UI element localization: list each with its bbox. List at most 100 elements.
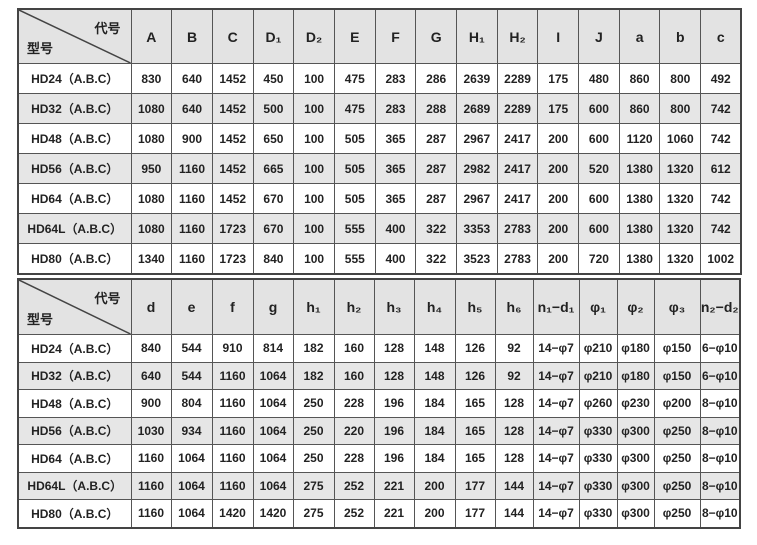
code-label: 代号 bbox=[94, 291, 121, 306]
value-cell: 1064 bbox=[252, 444, 294, 473]
column-header: H₂ bbox=[496, 8, 539, 64]
value-cell: 175 bbox=[537, 63, 580, 94]
value-cell: 480 bbox=[578, 63, 620, 94]
value-cell: 1160 bbox=[130, 444, 172, 473]
value-cell: 2639 bbox=[456, 63, 498, 94]
value-cell: 165 bbox=[454, 444, 496, 473]
column-header: φ₁ bbox=[578, 278, 618, 335]
table-row: HD32（A.B.C） 1080 640 1452 500 100 475 283 288 268… bbox=[17, 93, 742, 124]
value-cell: φ180 bbox=[616, 334, 655, 363]
model-cell: HD48（A.B.C） bbox=[17, 389, 132, 418]
value-cell: 1064 bbox=[252, 389, 294, 418]
value-cell: 1160 bbox=[171, 213, 213, 244]
value-cell: 950 bbox=[130, 153, 173, 184]
value-cell: 670 bbox=[252, 183, 295, 214]
column-header: h₅ bbox=[454, 278, 496, 335]
value-cell: 1080 bbox=[130, 183, 173, 214]
value-cell: 365 bbox=[374, 153, 417, 184]
value-cell: 100 bbox=[293, 153, 335, 184]
value-cell: 1064 bbox=[252, 361, 294, 390]
value-cell: 910 bbox=[211, 334, 254, 363]
value-cell: 14−φ7 bbox=[532, 499, 580, 528]
value-cell: 492 bbox=[700, 63, 742, 94]
value-cell: 252 bbox=[333, 471, 375, 500]
value-cell: 200 bbox=[413, 471, 456, 500]
value-cell: φ250 bbox=[653, 499, 701, 528]
model-cell: HD64（A.B.C） bbox=[17, 444, 132, 473]
value-cell: φ250 bbox=[653, 471, 701, 500]
value-cell: 322 bbox=[415, 243, 457, 275]
dimension-table-2: 代号 型号 d e f g h₁ h₂ h₃ h₄ h₅ h₆ n₁−d₁ φ₁ φ₂ φ₃ n₂−d₂ HD24… bbox=[17, 278, 741, 529]
value-cell: 1064 bbox=[252, 416, 294, 445]
value-cell: 128 bbox=[373, 361, 415, 390]
value-cell: 275 bbox=[292, 471, 335, 500]
model-cell: HD80（A.B.C） bbox=[17, 243, 132, 275]
value-cell: 283 bbox=[374, 93, 417, 124]
value-cell: 228 bbox=[333, 389, 375, 418]
value-cell: 1160 bbox=[130, 471, 172, 500]
value-cell: 1064 bbox=[170, 499, 213, 528]
column-header: A bbox=[130, 8, 173, 64]
model-label: 型号 bbox=[27, 41, 54, 56]
value-cell: 640 bbox=[171, 63, 213, 94]
value-cell: 14−φ7 bbox=[532, 334, 580, 363]
column-header: h₄ bbox=[413, 278, 456, 335]
table-row: HD48（A.B.C） 1080 900 1452 650 100 505 365 287 296… bbox=[17, 123, 742, 154]
value-cell: 184 bbox=[413, 389, 456, 418]
value-cell: 505 bbox=[333, 183, 376, 214]
value-cell: 200 bbox=[537, 243, 580, 275]
value-cell: 128 bbox=[494, 389, 534, 418]
value-cell: 287 bbox=[415, 123, 457, 154]
value-cell: 860 bbox=[618, 93, 661, 124]
value-cell: 148 bbox=[413, 361, 456, 390]
value-cell: 250 bbox=[292, 444, 335, 473]
value-cell: 804 bbox=[170, 389, 213, 418]
value-cell: 92 bbox=[494, 334, 534, 363]
value-cell: 184 bbox=[413, 444, 456, 473]
value-cell: 6−φ10 bbox=[699, 334, 741, 363]
value-cell: 3353 bbox=[456, 213, 498, 244]
value-cell: 1320 bbox=[659, 153, 702, 184]
model-cell: HD32（A.B.C） bbox=[17, 93, 132, 124]
value-cell: φ300 bbox=[616, 444, 655, 473]
value-cell: 196 bbox=[373, 389, 415, 418]
value-cell: 934 bbox=[170, 416, 213, 445]
value-cell: 250 bbox=[292, 389, 335, 418]
value-cell: 14−φ7 bbox=[532, 471, 580, 500]
table-row: HD80（A.B.C） 1340 1160 1723 840 100 555 400 322 35… bbox=[17, 243, 742, 275]
model-cell: HD48（A.B.C） bbox=[17, 123, 132, 154]
value-cell: φ300 bbox=[616, 499, 655, 528]
value-cell: 177 bbox=[454, 499, 496, 528]
value-cell: φ300 bbox=[616, 416, 655, 445]
table-row: HD32（A.B.C） 640 544 1160 1064 182 160 128 148 126… bbox=[17, 361, 741, 390]
model-cell: HD64L（A.B.C） bbox=[17, 471, 132, 500]
value-cell: 365 bbox=[374, 123, 417, 154]
value-cell: φ330 bbox=[578, 444, 618, 473]
value-cell: 1452 bbox=[211, 93, 254, 124]
value-cell: 2783 bbox=[496, 213, 539, 244]
value-cell: 322 bbox=[415, 213, 457, 244]
value-cell: 742 bbox=[700, 123, 742, 154]
value-cell: 160 bbox=[333, 334, 375, 363]
column-header: C bbox=[211, 8, 254, 64]
value-cell: 640 bbox=[171, 93, 213, 124]
value-cell: 3523 bbox=[456, 243, 498, 275]
value-cell: 14−φ7 bbox=[532, 389, 580, 418]
model-cell: HD64（A.B.C） bbox=[17, 183, 132, 214]
value-cell: 14−φ7 bbox=[532, 416, 580, 445]
value-cell: φ330 bbox=[578, 416, 618, 445]
table-row: HD80（A.B.C） 1160 1064 1420 1420 275 252 221 200 1… bbox=[17, 499, 741, 528]
value-cell: 742 bbox=[700, 213, 742, 244]
value-cell: 665 bbox=[252, 153, 295, 184]
column-header: h₆ bbox=[494, 278, 534, 335]
table-row: HD64L（A.B.C） 1080 1160 1723 670 100 555 400 322 3… bbox=[17, 213, 742, 244]
column-header: B bbox=[171, 8, 213, 64]
value-cell: 505 bbox=[333, 153, 376, 184]
column-header: n₁−d₁ bbox=[532, 278, 580, 335]
value-cell: 1452 bbox=[211, 63, 254, 94]
value-cell: 175 bbox=[537, 93, 580, 124]
value-cell: 1160 bbox=[211, 361, 254, 390]
value-cell: 1080 bbox=[130, 123, 173, 154]
model-cell: HD56（A.B.C） bbox=[17, 153, 132, 184]
value-cell: 1452 bbox=[211, 123, 254, 154]
